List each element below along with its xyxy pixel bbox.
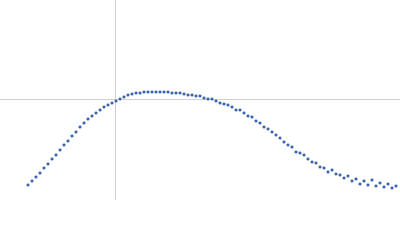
data-point xyxy=(58,148,62,152)
data-point xyxy=(234,108,238,112)
data-point xyxy=(30,179,34,183)
data-point xyxy=(302,153,306,157)
data-point xyxy=(118,97,122,101)
data-point xyxy=(318,165,322,169)
data-point xyxy=(238,108,242,112)
data-point xyxy=(122,95,126,99)
data-point xyxy=(274,133,278,137)
data-point xyxy=(346,174,350,178)
data-point xyxy=(222,102,226,106)
data-point xyxy=(390,186,394,190)
data-point xyxy=(46,162,50,166)
data-point xyxy=(394,184,398,188)
data-point xyxy=(286,143,290,147)
data-point xyxy=(66,139,70,143)
data-point xyxy=(130,92,134,96)
data-point xyxy=(198,94,202,98)
data-point xyxy=(326,170,330,174)
data-point xyxy=(370,178,374,182)
data-point xyxy=(146,90,150,94)
data-point xyxy=(354,177,358,181)
data-point xyxy=(382,185,386,189)
data-point xyxy=(338,173,342,177)
data-point xyxy=(306,157,310,161)
data-point xyxy=(70,134,74,138)
data-point xyxy=(62,143,66,147)
data-point xyxy=(182,92,186,96)
data-point xyxy=(42,166,46,170)
data-point xyxy=(26,183,30,187)
data-point xyxy=(374,184,378,188)
data-point xyxy=(262,125,266,129)
data-point xyxy=(114,99,118,103)
data-point xyxy=(342,176,346,180)
data-point xyxy=(378,181,382,185)
data-point xyxy=(298,151,302,155)
data-point xyxy=(138,91,142,95)
data-point xyxy=(350,179,354,183)
data-point xyxy=(86,117,90,121)
data-point xyxy=(290,145,294,149)
data-point xyxy=(162,90,166,94)
data-point xyxy=(314,161,318,165)
data-point xyxy=(386,182,390,186)
data-point xyxy=(210,97,214,101)
data-point xyxy=(194,94,198,98)
data-point xyxy=(334,172,338,176)
data-point xyxy=(82,121,86,125)
data-point xyxy=(206,97,210,101)
data-point xyxy=(270,130,274,134)
data-point xyxy=(110,101,114,105)
data-point xyxy=(322,166,326,170)
data-point xyxy=(54,153,58,157)
data-point xyxy=(34,175,38,179)
data-point xyxy=(94,111,98,115)
data-point xyxy=(74,130,78,134)
data-point xyxy=(294,150,298,154)
data-point xyxy=(170,91,174,95)
data-point xyxy=(226,103,230,107)
data-point xyxy=(158,90,162,94)
data-point xyxy=(78,125,82,129)
data-point xyxy=(278,136,282,140)
data-point xyxy=(142,90,146,94)
data-point xyxy=(166,90,170,94)
data-point xyxy=(126,93,130,97)
data-point xyxy=(266,127,270,131)
data-point xyxy=(282,140,286,144)
data-point xyxy=(366,183,370,187)
data-point xyxy=(230,105,234,109)
data-point xyxy=(38,171,42,175)
data-point xyxy=(154,90,158,94)
data-point xyxy=(246,114,250,118)
data-point xyxy=(218,101,222,105)
data-point xyxy=(242,111,246,115)
data-point xyxy=(174,91,178,95)
data-point xyxy=(186,93,190,97)
data-point xyxy=(98,108,102,112)
chart xyxy=(0,0,400,200)
page: {"chart_data": {"type": "scatter", "colo… xyxy=(0,0,400,200)
data-point xyxy=(214,99,218,103)
data-point xyxy=(258,121,262,125)
data-point xyxy=(106,103,110,107)
data-point xyxy=(190,93,194,97)
data-point xyxy=(102,105,106,109)
data-point xyxy=(134,91,138,95)
data-point xyxy=(254,119,258,123)
data-point xyxy=(150,90,154,94)
data-point xyxy=(358,182,362,186)
data-point xyxy=(250,115,254,119)
data-point xyxy=(50,157,54,161)
data-point xyxy=(202,96,206,100)
data-point xyxy=(178,91,182,95)
data-point xyxy=(330,168,334,172)
data-point xyxy=(310,160,314,164)
data-point xyxy=(90,114,94,118)
data-point xyxy=(362,179,366,183)
